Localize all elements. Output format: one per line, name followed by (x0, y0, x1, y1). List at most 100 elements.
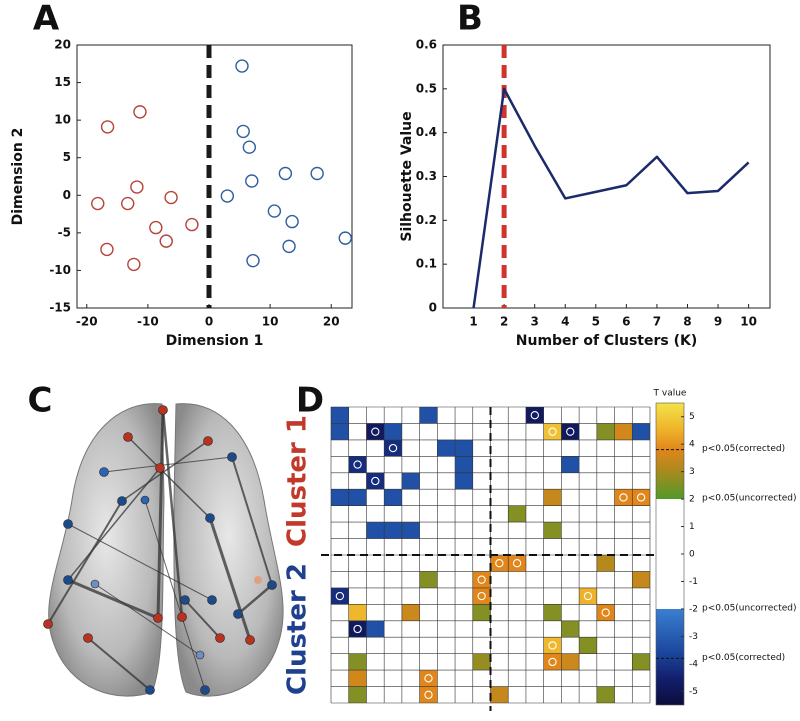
cell (455, 456, 473, 473)
cell (596, 423, 615, 440)
node (180, 595, 190, 605)
y-tick-label: 0.2 (416, 213, 437, 227)
cell (561, 620, 580, 638)
point (100, 120, 115, 134)
point (267, 204, 282, 218)
significance-ring (371, 427, 380, 436)
cell (384, 489, 402, 506)
point (164, 190, 178, 205)
significance-ring (548, 427, 557, 436)
point (236, 124, 250, 139)
connection (144, 499, 206, 691)
cell (490, 555, 509, 572)
significance-ring (477, 591, 486, 601)
connection (94, 583, 201, 656)
cell (561, 456, 580, 473)
significance-ring (601, 608, 610, 617)
point (149, 220, 163, 235)
point (159, 234, 173, 248)
node (83, 633, 93, 643)
cell (348, 456, 367, 473)
cell (472, 653, 491, 671)
cluster-label: Cluster 1 (283, 415, 313, 547)
x-tick-label: -20 (76, 315, 98, 329)
point (235, 59, 249, 73)
cell (543, 489, 562, 506)
y-tick-label: 0.3 (416, 169, 437, 183)
connection (121, 440, 209, 502)
cell (472, 604, 491, 621)
y-tick-label: 0 (63, 188, 71, 202)
point (246, 253, 260, 268)
cell (384, 439, 402, 457)
cell (596, 555, 615, 572)
y-axis-label: Dimension 2 (10, 128, 26, 226)
cell (384, 522, 402, 539)
node (233, 609, 243, 619)
significance-ring (495, 559, 504, 568)
significance-ring (566, 427, 575, 436)
point (285, 214, 299, 229)
cell (632, 423, 650, 440)
cell (490, 686, 509, 703)
point (91, 196, 105, 211)
x-tick-label: 5 (592, 315, 600, 329)
cell (419, 407, 438, 424)
cluster-label: Cluster 2 (283, 563, 313, 695)
point (133, 105, 147, 119)
cell (437, 439, 456, 457)
colorbar-tick-label: 3 (689, 467, 695, 477)
point (100, 242, 114, 257)
y-tick-label: 0.6 (416, 38, 437, 52)
significance-ring (636, 493, 646, 502)
cell (384, 423, 402, 440)
y-tick-label: 15 (54, 75, 71, 89)
significance-ring (335, 591, 345, 601)
colorbar-tick-label: -1 (689, 577, 698, 587)
node (155, 463, 165, 473)
connection (127, 436, 211, 519)
point (121, 196, 135, 211)
x-tick-label: 1 (469, 315, 477, 329)
point (338, 231, 352, 245)
cell (419, 571, 438, 588)
cell (348, 604, 367, 621)
panel-letter: B (457, 0, 483, 39)
node (123, 432, 133, 442)
y-tick-label: -5 (58, 225, 71, 239)
cell (348, 620, 367, 638)
panel-letter: A (33, 0, 60, 39)
x-tick-label: 7 (653, 315, 661, 329)
x-tick-label: 9 (714, 315, 722, 329)
node (267, 580, 277, 590)
y-tick-label: 0.1 (416, 257, 437, 271)
cell (508, 555, 526, 572)
y-tick-label: 0.4 (416, 125, 437, 139)
significance-ring (583, 591, 593, 601)
significance-ring (512, 559, 522, 568)
cell (331, 423, 349, 440)
node (43, 619, 53, 629)
colorbar-tick-label: 0 (689, 550, 695, 560)
cell (579, 587, 597, 605)
x-tick-label: 3 (531, 315, 539, 329)
x-tick-label: 8 (683, 315, 691, 329)
nodes (43, 405, 277, 695)
cell (508, 505, 526, 523)
point (127, 257, 141, 272)
colorbar-title: T value (653, 389, 687, 399)
connection (67, 467, 161, 581)
cell (632, 653, 650, 671)
cell (561, 423, 580, 440)
node (140, 495, 150, 505)
y-tick-label: 5 (63, 150, 71, 164)
node (90, 579, 100, 589)
cell (331, 489, 349, 506)
panel-letter: C (28, 381, 53, 421)
point (185, 217, 199, 232)
connection (156, 409, 165, 619)
axes-frame (76, 44, 353, 309)
connection (87, 637, 151, 691)
point (310, 166, 324, 181)
significance-ring (388, 443, 398, 453)
